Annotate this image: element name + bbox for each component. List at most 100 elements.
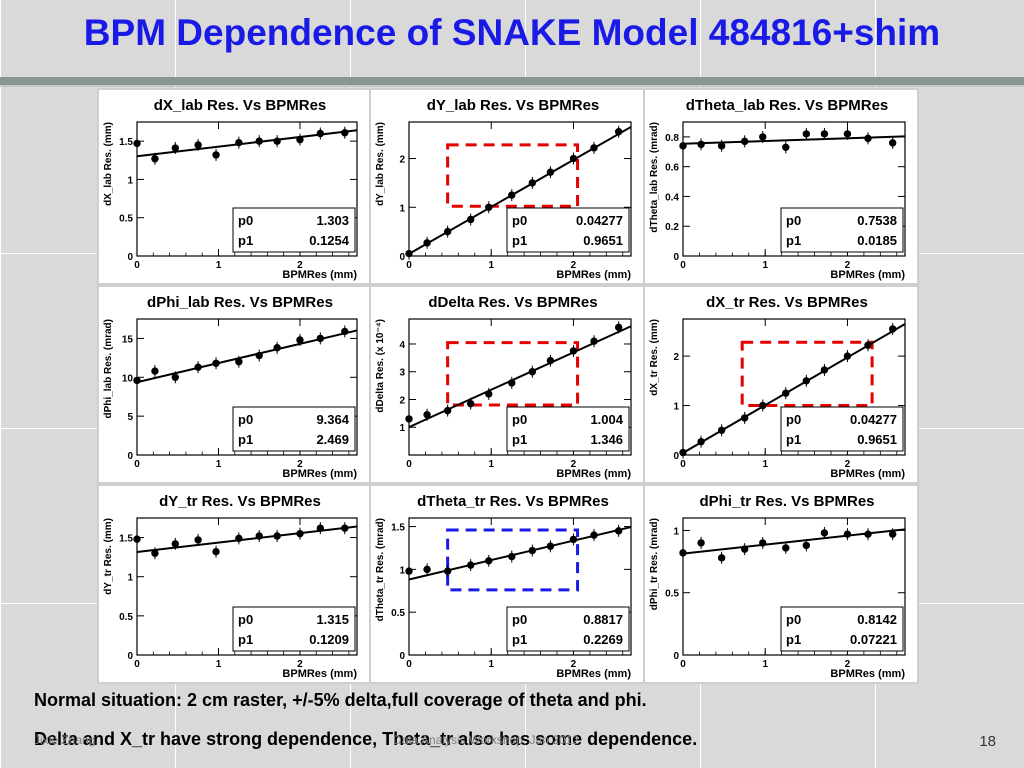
x-tick-label: 1 <box>488 260 494 271</box>
y-tick-label: 0 <box>127 651 133 662</box>
red-highlight-box <box>740 340 874 408</box>
x-axis-label: BPMRes (mm) <box>556 269 631 281</box>
y-axis-label: dPhi_tr Res. (mrad) <box>649 518 660 610</box>
y-tick-label: 4 <box>399 340 405 351</box>
y-tick-label: 1.5 <box>391 523 405 534</box>
data-point <box>888 530 897 538</box>
x-axis-label: BPMRes (mm) <box>556 468 631 480</box>
data-point <box>296 336 304 344</box>
y-tick-label: 1.5 <box>119 137 133 148</box>
data-point <box>697 140 705 149</box>
caption-line-1: Normal situation: 2 cm raster, +/-5% del… <box>34 690 647 710</box>
page-number: 18 <box>979 733 996 750</box>
fit-param-name: p1 <box>786 432 801 447</box>
fit-stats-box <box>232 406 356 452</box>
fit-param-name: p0 <box>786 213 801 228</box>
plot-dy-tr: dY_tr Res. Vs BPMRes 0 1 2 0 0.5 1 1.5 BPMRes (m… <box>99 486 369 682</box>
data-point <box>888 325 897 333</box>
data-point <box>171 373 179 381</box>
data-point <box>820 366 829 374</box>
x-tick-label: 0 <box>406 459 412 470</box>
y-tick-label: 1 <box>673 526 679 537</box>
y-tick-label: 0.8 <box>665 133 679 144</box>
red-highlight-box <box>446 341 580 407</box>
fit-param-value: 2.469 <box>316 432 349 447</box>
plot-title: dY_tr Res. Vs BPMRes <box>159 493 321 510</box>
data-point <box>133 376 141 385</box>
fit-param-name: p0 <box>786 612 801 627</box>
data-point <box>569 154 578 163</box>
x-tick-label: 0 <box>134 659 140 670</box>
data-point <box>782 389 790 397</box>
fit-param-value: 0.0185 <box>857 233 897 248</box>
data-point <box>679 142 687 150</box>
data-point <box>843 530 852 538</box>
data-point <box>171 144 179 152</box>
caption-line-2: Delta and X_tr have strong dependence, T… <box>34 729 698 749</box>
plot-dphi-lab: dPhi_lab Res. Vs BPMRes 0 1 2 0 5 10 15 BPMRes (… <box>99 287 369 482</box>
data-point <box>466 561 475 569</box>
fit-param-value: 0.9651 <box>583 233 623 248</box>
x-tick-label: 1 <box>762 459 768 470</box>
y-tick-label: 0.5 <box>665 589 679 600</box>
data-point <box>679 549 687 557</box>
y-tick-label: 3 <box>399 368 405 379</box>
data-point <box>782 143 790 152</box>
data-point <box>569 535 578 544</box>
data-point <box>341 327 349 336</box>
data-point <box>341 129 349 137</box>
x-tick-label: 0 <box>680 260 686 271</box>
slide-title: BPM Dependence of SNAKE Model 484816+shi… <box>83 12 941 53</box>
fit-param-name: p1 <box>238 432 253 447</box>
data-point <box>820 529 829 537</box>
data-point <box>443 406 452 415</box>
y-tick-label: 0 <box>673 651 679 662</box>
plot-frame <box>682 517 906 656</box>
data-point <box>802 377 811 385</box>
fit-param-name: p0 <box>512 213 527 228</box>
data-point <box>212 547 220 556</box>
background-grid-line <box>0 0 1 768</box>
data-point <box>888 139 897 147</box>
data-point <box>614 128 623 136</box>
fit-param-value: 0.8142 <box>857 612 897 627</box>
data-point <box>235 138 243 147</box>
data-point <box>546 542 555 550</box>
data-point <box>546 356 555 365</box>
y-tick-label: 2 <box>399 395 405 406</box>
data-point <box>782 544 790 552</box>
y-axis-label: dPhi_lab Res. (mrad) <box>103 319 114 418</box>
data-point <box>802 130 811 138</box>
data-point <box>423 565 431 574</box>
x-tick-label: 2 <box>845 659 851 670</box>
data-point <box>151 549 159 557</box>
data-point <box>569 347 578 355</box>
fit-param-value: 9.364 <box>316 412 349 427</box>
x-axis-label: BPMRes (mm) <box>830 468 905 480</box>
y-axis-label: dY_lab Res. (mm) <box>375 122 386 206</box>
data-point <box>508 379 516 387</box>
title-divider <box>0 77 1024 85</box>
x-tick-label: 0 <box>134 260 140 271</box>
plot-title: dDelta Res. Vs BPMRes <box>428 294 597 311</box>
x-tick-label: 0 <box>680 459 686 470</box>
fit-param-value: 1.315 <box>316 612 349 627</box>
plot-panel-grid: dX_lab Res. Vs BPMRes 0 1 2 0 0.5 1 1.5 BPMRes (… <box>97 88 919 684</box>
x-tick-label: 1 <box>488 659 494 670</box>
fit-line <box>682 135 906 145</box>
fit-param-value: 1.303 <box>316 213 349 228</box>
plot-title: dY_lab Res. Vs BPMRes <box>427 97 600 114</box>
y-tick-label: 0.4 <box>665 192 679 203</box>
y-tick-label: 0 <box>399 651 405 662</box>
data-point <box>717 554 726 562</box>
data-point <box>508 552 516 561</box>
plot-title: dTheta_tr Res. Vs BPMRes <box>417 493 609 510</box>
data-point <box>405 415 413 423</box>
x-axis-label: BPMRes (mm) <box>830 269 905 281</box>
data-point <box>466 215 475 224</box>
fit-param-value: 0.1254 <box>309 233 350 248</box>
data-point <box>843 352 852 360</box>
fit-param-value: 0.1209 <box>309 632 349 647</box>
x-tick-label: 2 <box>297 659 303 670</box>
data-point <box>528 546 537 555</box>
